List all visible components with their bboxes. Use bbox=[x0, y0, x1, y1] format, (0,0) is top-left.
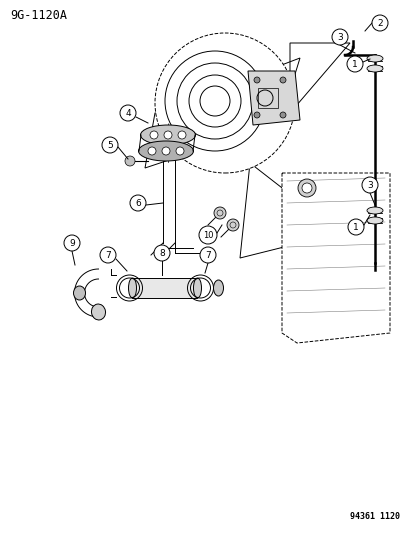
Ellipse shape bbox=[128, 278, 136, 298]
Circle shape bbox=[102, 137, 118, 153]
Text: 1: 1 bbox=[351, 60, 357, 69]
Text: 6: 6 bbox=[135, 198, 140, 207]
Text: 8: 8 bbox=[159, 248, 164, 257]
Circle shape bbox=[176, 147, 183, 155]
Text: 1: 1 bbox=[352, 222, 358, 231]
Ellipse shape bbox=[366, 207, 382, 214]
Text: 9G-1120A: 9G-1120A bbox=[10, 9, 67, 22]
Text: 3: 3 bbox=[366, 181, 372, 190]
Circle shape bbox=[125, 156, 135, 166]
Circle shape bbox=[154, 245, 170, 261]
Text: 94361 1120: 94361 1120 bbox=[349, 512, 399, 521]
Circle shape bbox=[154, 33, 294, 173]
Ellipse shape bbox=[193, 278, 201, 298]
Text: 4: 4 bbox=[125, 109, 131, 117]
Circle shape bbox=[254, 77, 259, 83]
Circle shape bbox=[214, 207, 225, 219]
Circle shape bbox=[178, 131, 185, 139]
Text: 5: 5 bbox=[107, 141, 113, 149]
Circle shape bbox=[164, 131, 171, 139]
Polygon shape bbox=[132, 278, 197, 298]
Circle shape bbox=[279, 77, 285, 83]
Circle shape bbox=[331, 29, 347, 45]
Polygon shape bbox=[281, 173, 389, 343]
Circle shape bbox=[100, 247, 116, 263]
Circle shape bbox=[301, 183, 311, 193]
Circle shape bbox=[347, 219, 363, 235]
Text: 10: 10 bbox=[202, 230, 213, 239]
Ellipse shape bbox=[366, 217, 382, 224]
Circle shape bbox=[361, 177, 377, 193]
Ellipse shape bbox=[138, 141, 193, 161]
Circle shape bbox=[199, 247, 216, 263]
Circle shape bbox=[120, 105, 136, 121]
Circle shape bbox=[226, 219, 238, 231]
Circle shape bbox=[161, 147, 170, 155]
Circle shape bbox=[371, 15, 387, 31]
Circle shape bbox=[346, 56, 362, 72]
Ellipse shape bbox=[366, 65, 382, 72]
Circle shape bbox=[147, 147, 156, 155]
Ellipse shape bbox=[140, 125, 195, 145]
Text: 3: 3 bbox=[336, 33, 342, 42]
Text: 7: 7 bbox=[204, 251, 210, 260]
Circle shape bbox=[297, 179, 315, 197]
Polygon shape bbox=[247, 71, 299, 125]
Ellipse shape bbox=[366, 55, 382, 62]
Circle shape bbox=[279, 112, 285, 118]
Text: 7: 7 bbox=[105, 251, 111, 260]
Circle shape bbox=[64, 235, 80, 251]
Text: 9: 9 bbox=[69, 238, 75, 247]
Text: 2: 2 bbox=[376, 19, 382, 28]
Ellipse shape bbox=[91, 304, 105, 320]
Ellipse shape bbox=[74, 286, 85, 300]
Ellipse shape bbox=[213, 280, 223, 296]
Circle shape bbox=[199, 226, 216, 244]
Circle shape bbox=[254, 112, 259, 118]
Circle shape bbox=[130, 195, 146, 211]
Circle shape bbox=[150, 131, 158, 139]
